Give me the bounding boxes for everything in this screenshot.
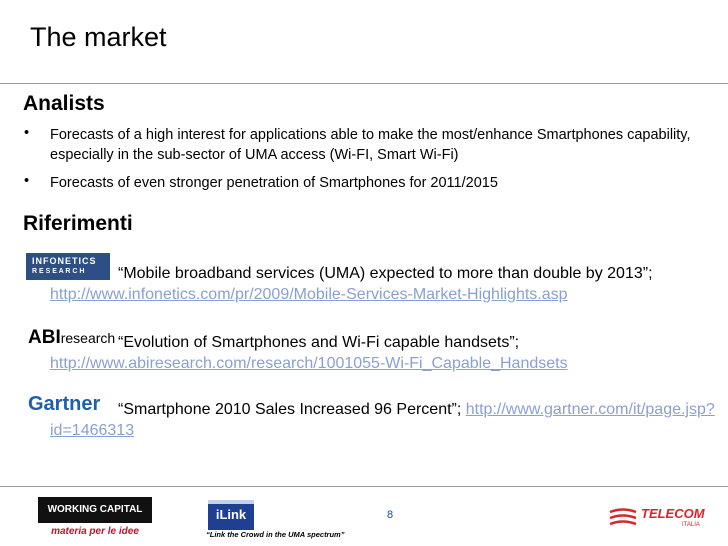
analists-heading: Analists: [23, 92, 105, 115]
title-divider: [0, 83, 728, 84]
infonetics-logo-line1: INFONETICS: [32, 256, 97, 266]
abi-logo-research: research: [60, 330, 116, 346]
page-number: 8: [387, 509, 394, 521]
gartner-logo: Gartner: [28, 393, 101, 415]
infonetics-logo: INFONETICS R E S E A R C H: [26, 253, 110, 280]
bullet-dot: •: [24, 173, 30, 189]
reference-link-abi[interactable]: http://www.abiresearch.com/research/1001…: [50, 355, 568, 372]
telecom-logo-text: TELECOM: [641, 506, 705, 521]
working-capital-logo-bottom: materia per le idee: [51, 526, 139, 537]
analists-bullet-1: Forecasts of a high interest for applica…: [50, 127, 691, 163]
analists-bullet-2: Forecasts of even stronger penetration o…: [50, 175, 498, 191]
abi-research-logo: ABIresearch: [28, 327, 115, 349]
slide-title: The market: [30, 22, 167, 52]
footer-tagline: “Link the Crowd in the UMA spectrum”: [206, 530, 345, 539]
abi-logo-text: ABI: [28, 327, 61, 348]
reference-gartner: “Smartphone 2010 Sales Increased 96 Perc…: [50, 399, 720, 441]
infonetics-logo-line2: R E S E A R C H: [32, 268, 85, 275]
working-capital-logo: WORKING CAPITAL materia per le idee: [38, 497, 152, 541]
reference-link-gartner[interactable]: http://www.gartner.com/it/page.jsp?id=14…: [50, 401, 715, 439]
telecom-italia-logo: TELECOM ITALIA: [608, 505, 708, 531]
bullet-dot: •: [24, 125, 30, 141]
reference-infonetics: “Mobile broadband services (UMA) expecte…: [50, 263, 720, 305]
telecom-waves-icon: [609, 508, 637, 526]
riferimenti-heading: Riferimenti: [23, 212, 133, 235]
ilink-logo: iLink: [208, 500, 254, 530]
footer-divider: [0, 486, 728, 487]
reference-link-infonetics[interactable]: http://www.infonetics.com/pr/2009/Mobile…: [50, 286, 568, 303]
working-capital-logo-top: WORKING CAPITAL: [38, 497, 152, 523]
reference-quote: “Mobile broadband services (UMA) expecte…: [118, 265, 653, 282]
telecom-logo-sub: ITALIA: [682, 522, 700, 528]
reference-quote: “Smartphone 2010 Sales Increased 96 Perc…: [118, 401, 462, 418]
reference-abi: “Evolution of Smartphones and Wi-Fi capa…: [50, 332, 720, 374]
reference-quote: “Evolution of Smartphones and Wi-Fi capa…: [118, 334, 520, 351]
